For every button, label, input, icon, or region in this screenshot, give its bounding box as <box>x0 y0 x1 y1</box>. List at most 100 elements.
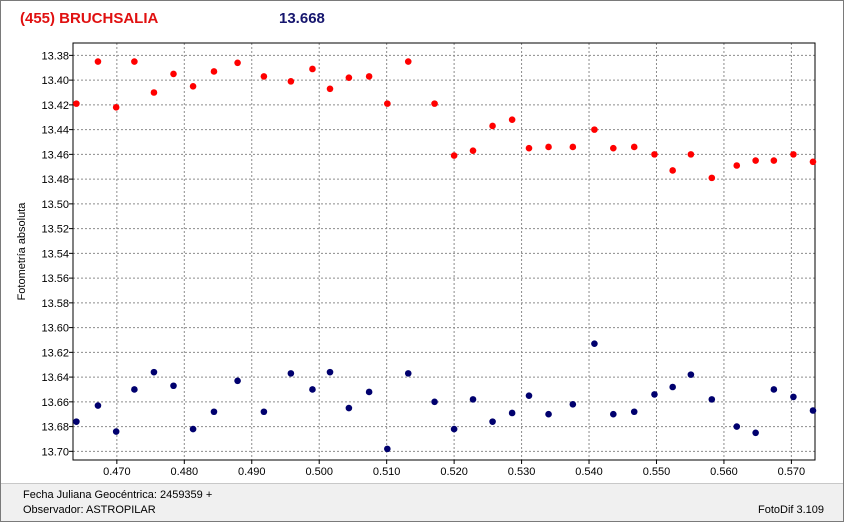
y-tick-label: 13.70 <box>41 446 69 458</box>
blue-data-point <box>770 386 778 393</box>
red-data-point <box>687 151 695 158</box>
red-data-point <box>365 73 373 80</box>
blue-data-point <box>150 368 158 376</box>
red-data-point <box>234 59 241 67</box>
blue-data-point <box>733 423 741 430</box>
red-data-point <box>770 157 778 164</box>
red-data-point <box>131 58 138 65</box>
blue-data-point <box>404 370 412 377</box>
blue-data-point <box>687 371 695 378</box>
red-data-point <box>708 174 716 182</box>
blue-data-point <box>131 386 138 393</box>
blue-data-point <box>73 418 80 425</box>
x-tick-label: 0.570 <box>778 466 806 478</box>
x-tick-label: 0.500 <box>305 466 333 478</box>
version-label: FotoDif 3.109 <box>758 504 825 516</box>
blue-data-point <box>508 409 516 417</box>
blue-data-point <box>450 425 458 433</box>
blue-data-point <box>809 407 817 414</box>
blue-data-point <box>651 391 658 398</box>
red-data-point <box>469 147 477 154</box>
red-data-point <box>525 144 533 152</box>
y-tick-label: 13.64 <box>41 372 69 384</box>
blue-data-point <box>309 386 316 393</box>
blue-data-point <box>287 370 295 377</box>
red-data-point <box>508 116 516 124</box>
red-data-point <box>790 151 797 158</box>
y-tick-label: 13.46 <box>41 149 69 161</box>
julian-date-label: Fecha Juliana Geocéntrica: 2459359 + <box>23 489 213 501</box>
status-footer: Fecha Juliana Geocéntrica: 2459359 + Obs… <box>1 483 843 521</box>
blue-data-point <box>234 377 241 385</box>
plot-border <box>72 42 816 461</box>
y-tick-label: 13.44 <box>41 125 69 137</box>
blue-data-point <box>469 396 477 403</box>
blue-data-point <box>431 398 438 406</box>
red-data-point <box>733 162 741 169</box>
y-tick-label: 13.40 <box>41 75 69 87</box>
blue-data-point <box>630 408 638 416</box>
y-tick-label: 13.56 <box>41 273 69 285</box>
blue-data-point <box>708 396 716 403</box>
x-tick-label: 0.480 <box>171 466 199 478</box>
red-data-point <box>669 167 676 174</box>
blue-data-point <box>210 408 218 416</box>
data-points <box>73 58 817 453</box>
red-data-point <box>591 126 598 133</box>
magnitude-value: 13.668 <box>279 10 325 27</box>
grid-lines <box>72 42 816 461</box>
y-tick-label: 13.54 <box>41 248 69 260</box>
blue-data-point <box>345 404 353 412</box>
red-data-point <box>431 100 438 107</box>
red-data-point <box>170 70 177 78</box>
blue-data-point <box>569 401 577 408</box>
blue-data-point <box>790 393 797 401</box>
red-data-point <box>73 100 80 107</box>
red-data-point <box>326 85 334 93</box>
blue-data-point <box>545 410 552 418</box>
red-data-point <box>287 78 295 85</box>
blue-data-point <box>189 425 197 433</box>
y-tick-label: 13.62 <box>41 347 69 359</box>
blue-data-point <box>591 340 598 347</box>
red-data-point <box>630 143 638 151</box>
red-data-point <box>345 74 353 81</box>
red-data-point <box>610 144 617 152</box>
red-data-point <box>545 143 552 151</box>
blue-data-point <box>669 383 676 391</box>
red-data-point <box>260 73 268 80</box>
red-data-point <box>752 157 759 164</box>
red-data-point <box>189 83 197 90</box>
red-data-point <box>150 89 158 96</box>
x-tick-label: 0.520 <box>440 466 468 478</box>
x-tick-label: 0.490 <box>238 466 266 478</box>
blue-data-point <box>525 392 533 399</box>
y-tick-label: 13.48 <box>41 174 69 186</box>
blue-data-point <box>610 410 617 418</box>
red-data-point <box>569 143 577 151</box>
blue-data-point <box>752 429 759 437</box>
y-tick-label: 13.66 <box>41 397 69 409</box>
y-tick-label: 13.58 <box>41 298 69 310</box>
x-axis-ticks: 0.470 0.480 0.490 0.500 0.510 0.520 0.530 0.540… <box>103 460 805 478</box>
x-tick-label: 0.510 <box>373 466 401 478</box>
x-tick-label: 0.530 <box>508 466 536 478</box>
y-axis-ticks: 13.38 13.40 13.42 13.44 13.46 13.48 13.50 13.52… <box>41 50 73 458</box>
y-tick-label: 13.42 <box>41 100 69 112</box>
blue-data-point <box>170 382 177 390</box>
blue-data-point <box>365 388 373 396</box>
red-data-point <box>489 122 496 130</box>
y-tick-label: 13.38 <box>41 50 69 62</box>
x-tick-label: 0.560 <box>710 466 738 478</box>
red-data-point <box>384 100 391 107</box>
blue-data-point <box>384 445 391 453</box>
red-data-point <box>450 152 458 159</box>
red-data-point <box>210 68 218 75</box>
x-tick-label: 0.470 <box>103 466 131 478</box>
red-data-point <box>651 151 658 158</box>
blue-data-point <box>326 368 334 376</box>
red-data-point <box>809 158 817 166</box>
red-data-point <box>404 58 412 65</box>
blue-data-point <box>260 408 268 416</box>
